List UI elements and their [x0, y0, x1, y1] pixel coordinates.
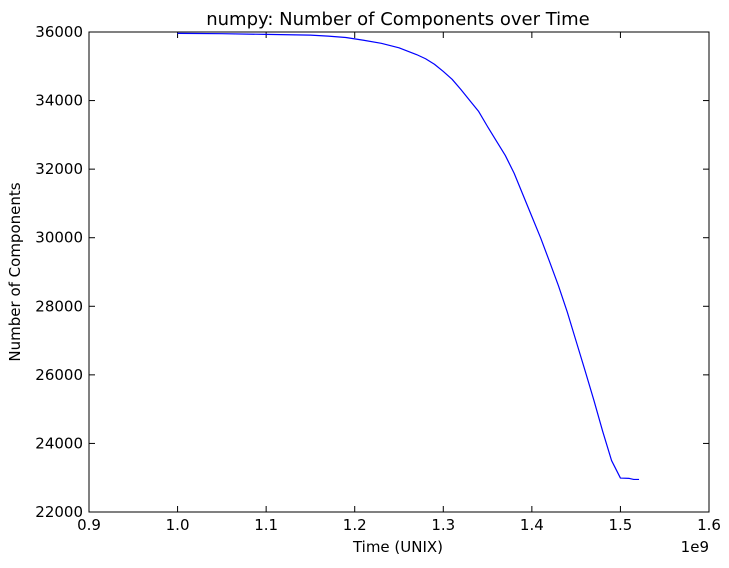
y-axis-label: Number of Components	[6, 182, 24, 361]
plot-frame	[88, 31, 710, 513]
x-tick-label: 1.2	[343, 516, 367, 534]
x-tick-label: 1.1	[254, 516, 278, 534]
x-axis: 0.9 1.0 1.1 1.2 1.3 1.4 1.5 1.6	[77, 32, 721, 534]
y-tick-label: 26000	[35, 366, 83, 384]
x-tick-label: 1.3	[431, 516, 455, 534]
x-tick-label: 1.4	[520, 516, 544, 534]
y-tick-label: 32000	[35, 160, 83, 178]
y-tick-label: 34000	[35, 92, 83, 110]
x-tick-label: 1.6	[697, 516, 721, 534]
series-line-0	[177, 32, 640, 481]
y-tick-label: 24000	[35, 434, 83, 452]
y-tick-label: 36000	[35, 23, 83, 41]
chart-title: numpy: Number of Components over Time	[206, 9, 590, 30]
x-tick-label: 1.5	[608, 516, 632, 534]
series-layer	[177, 32, 640, 481]
x-axis-offset-label: 1e9	[681, 538, 709, 556]
y-tick-label: 28000	[35, 297, 83, 315]
y-tick-label: 22000	[35, 503, 83, 521]
y-axis: 22000 24000 26000 28000 30000 32000 34000 36000	[35, 23, 709, 521]
x-tick-label: 0.9	[77, 516, 101, 534]
y-tick-label: 30000	[35, 229, 83, 247]
x-axis-label: Time (UNIX)	[352, 538, 443, 556]
x-tick-label: 1.0	[166, 516, 190, 534]
